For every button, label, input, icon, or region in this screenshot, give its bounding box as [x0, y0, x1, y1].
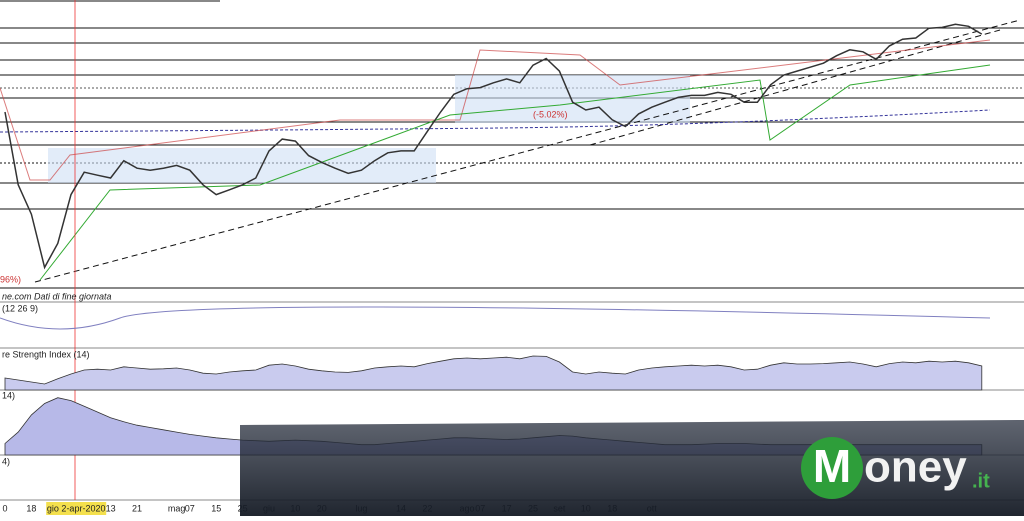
highlight-zones	[48, 75, 690, 183]
source: ne.com Dati di fine giornata	[2, 291, 112, 301]
logo-word: oney	[864, 443, 967, 492]
x-tick-label: 18	[26, 503, 36, 513]
logo-circle	[801, 437, 863, 499]
bottom-label: 4)	[2, 456, 10, 466]
indicator-area	[4, 355, 983, 391]
panel-title: 14)	[2, 390, 15, 400]
x-tick-label: 0	[2, 503, 7, 513]
x-tick-label: 21	[132, 503, 142, 513]
x-tick-label: mag	[168, 503, 186, 513]
date-highlight	[46, 502, 107, 515]
logo-initial: M	[813, 440, 851, 492]
price-line	[4, 23, 983, 270]
macd-line	[0, 306, 991, 330]
annotation: (-5.02%)	[533, 109, 568, 119]
macd-label: (12 26 9)	[2, 303, 38, 313]
x-tick-label: 07	[185, 503, 195, 513]
x-tick-label: gio 2-apr-2020	[47, 503, 106, 513]
trend-lines	[0, 19, 1021, 283]
logo-suffix: .it	[972, 470, 990, 492]
annotation: 96%)	[0, 274, 21, 284]
x-tick-label: 13	[106, 503, 116, 513]
panel-title: re Strength Index (14)	[2, 349, 90, 359]
x-tick-label: 15	[211, 503, 221, 513]
